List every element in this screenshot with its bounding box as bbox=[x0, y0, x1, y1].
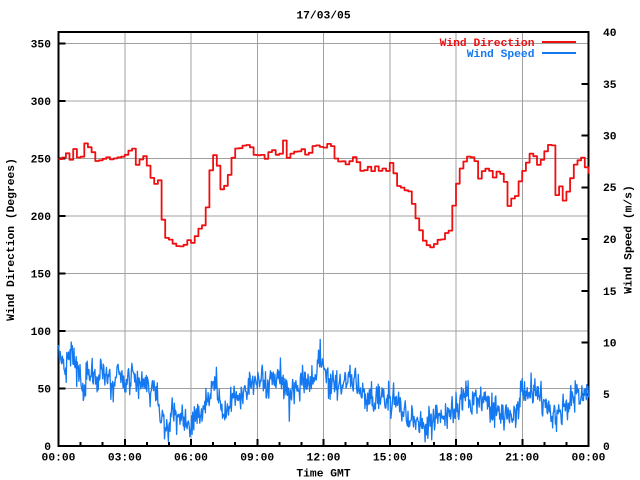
svg-text:09:00: 09:00 bbox=[240, 453, 274, 465]
svg-text:03:00: 03:00 bbox=[108, 453, 142, 465]
svg-text:15:00: 15:00 bbox=[373, 453, 407, 465]
svg-text:10: 10 bbox=[603, 339, 617, 351]
svg-text:17/03/05: 17/03/05 bbox=[296, 11, 350, 23]
svg-text:12:00: 12:00 bbox=[307, 453, 341, 465]
svg-text:0: 0 bbox=[603, 442, 610, 454]
svg-text:Wind Direction (Degrees): Wind Direction (Degrees) bbox=[6, 158, 18, 321]
svg-text:40: 40 bbox=[603, 28, 617, 40]
svg-text:Wind Direction: Wind Direction bbox=[440, 38, 535, 50]
svg-text:100: 100 bbox=[31, 327, 52, 339]
svg-text:25: 25 bbox=[603, 183, 617, 195]
svg-text:35: 35 bbox=[603, 80, 617, 92]
svg-text:00:00: 00:00 bbox=[572, 453, 606, 465]
svg-text:06:00: 06:00 bbox=[174, 453, 208, 465]
svg-text:200: 200 bbox=[31, 212, 52, 224]
svg-text:Time GMT: Time GMT bbox=[296, 469, 350, 480]
svg-text:300: 300 bbox=[31, 97, 52, 109]
svg-text:350: 350 bbox=[31, 40, 52, 52]
svg-text:18:00: 18:00 bbox=[439, 453, 473, 465]
svg-text:250: 250 bbox=[31, 155, 52, 167]
svg-text:20: 20 bbox=[603, 235, 617, 247]
svg-text:15: 15 bbox=[603, 287, 617, 299]
svg-text:0: 0 bbox=[44, 442, 51, 454]
svg-text:50: 50 bbox=[37, 385, 51, 397]
svg-text:150: 150 bbox=[31, 270, 52, 282]
svg-text:00:00: 00:00 bbox=[42, 453, 76, 465]
svg-text:Wind Speed: Wind Speed bbox=[467, 49, 535, 61]
svg-text:21:00: 21:00 bbox=[505, 453, 539, 465]
svg-text:30: 30 bbox=[603, 132, 617, 144]
svg-text:Wind Speed (m/s): Wind Speed (m/s) bbox=[624, 185, 636, 293]
svg-text:5: 5 bbox=[603, 390, 610, 402]
